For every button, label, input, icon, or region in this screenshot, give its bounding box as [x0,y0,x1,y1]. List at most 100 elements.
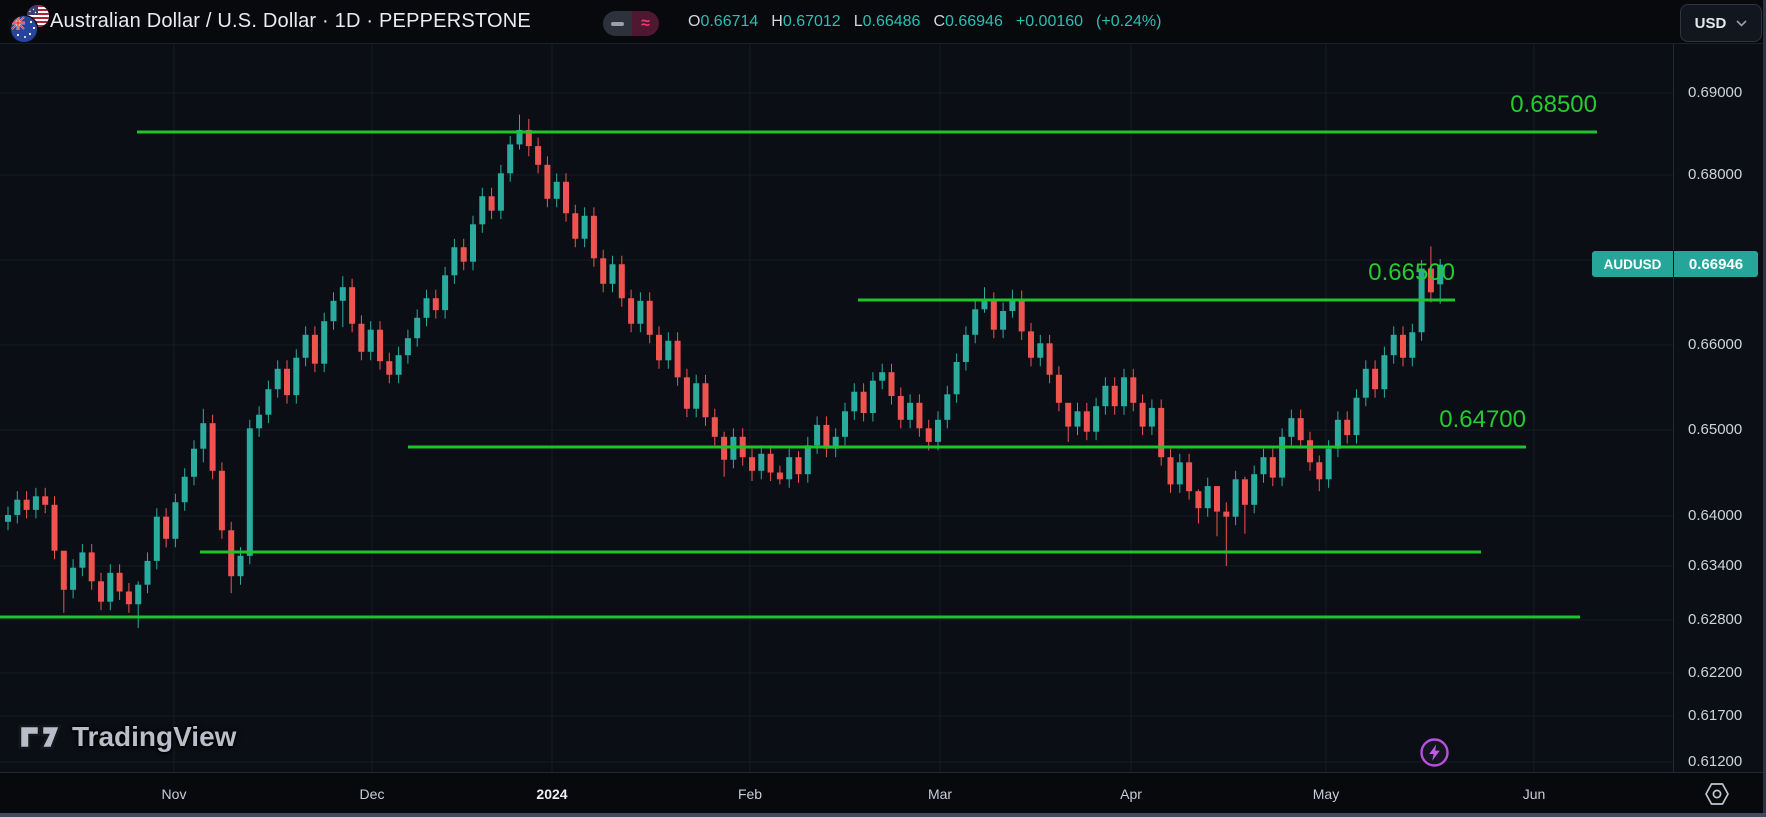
candle-body [656,334,662,361]
candle-body [218,470,225,531]
currency-dropdown[interactable]: USD [1680,4,1762,42]
candle-body [1204,486,1211,509]
candle-body [507,144,514,174]
candle-body [1130,377,1137,403]
candle-body [274,368,281,390]
candle-body [293,357,300,396]
close-label: C [933,12,946,30]
candle-body [553,181,560,199]
ohlc-row: O 0.66714 H 0.67012 L 0.66486 C 0.66946 +0.0… [688,0,1161,43]
candle-body [609,264,616,284]
candle-body [1400,334,1406,358]
price-tick-label: 0.68000 [1688,166,1743,183]
candle-body [1093,406,1100,432]
candle-body [1362,368,1369,398]
badge-symbol: AUDUSD [1592,251,1674,277]
candle-body [1390,334,1397,356]
candle-body [1427,268,1434,293]
candle-body [23,499,30,510]
chart-canvas[interactable] [0,0,1674,772]
candle-body [32,496,39,510]
time-tick-label: Mar [927,786,953,802]
candle-body [1316,462,1323,480]
candle-body [990,300,997,330]
candle-body [572,213,579,239]
symbol-title[interactable]: Australian Dollar / U.S. Dollar · 1D · P… [50,10,531,32]
high-label: H [771,12,783,30]
candle-body [600,258,607,284]
price-tick-label: 0.61200 [1688,753,1743,770]
candle-body [1269,457,1276,478]
candle-body [879,372,886,381]
candle-body [414,317,421,339]
tradingview-watermark[interactable]: TradingView [18,719,236,755]
candle-body [339,287,346,301]
candle-body [1158,407,1165,458]
candle-body [432,298,439,311]
time-tick-label: Feb [737,786,763,802]
candle-body [1409,332,1416,358]
candle-body [1372,368,1379,390]
candle-body [516,129,523,145]
candle-body [953,362,960,395]
time-tick-label: 2024 [536,786,568,802]
candle-body [1260,457,1267,475]
price-tick-label: 0.62200 [1688,664,1743,681]
candle-body [972,309,979,335]
candle-body [107,572,114,602]
candle-body [135,584,142,605]
last-price-badge: AUDUSD 0.66946 [1592,251,1758,277]
candle-body [330,300,337,322]
window-right-edge [1763,0,1766,813]
candle-body [1083,411,1090,432]
candle-body [311,334,318,364]
candle-body [70,567,77,590]
candle-body [823,424,830,449]
candle-body [897,396,904,420]
candle-body [1288,418,1295,437]
watermark-text: TradingView [72,721,237,752]
candle-body [860,391,867,413]
candle-body [125,591,132,605]
candle-body [981,300,988,310]
price-tick-label: 0.64000 [1688,507,1743,524]
marker-toggle[interactable]: ≈ [603,11,659,36]
candle-body [349,287,356,324]
lightning-button[interactable] [1419,737,1450,773]
low-label: L [853,12,863,30]
candle-body [497,173,504,211]
candle-body [451,247,458,276]
candle-body [925,428,932,442]
candle-body [786,457,793,480]
axis-settings-button[interactable] [1702,782,1732,811]
candle-body [674,340,681,378]
candle-body [98,581,104,602]
candle-body [1232,479,1239,517]
candle-body [1214,486,1220,512]
candle-body [42,496,49,505]
high-value: 0.67012 [782,12,841,30]
time-axis[interactable]: Nov Dec 2024 Feb Mar Apr May Jun [0,772,1766,814]
wave-toggle-icon: ≈ [632,11,659,36]
candle-body [442,275,449,311]
candle-body [842,411,848,437]
candle-body [256,414,263,429]
candle-body [888,372,895,396]
candle-body [144,560,151,585]
time-tick-label: Apr [1120,786,1142,802]
candle-body [14,499,21,515]
candle-body [1028,331,1034,358]
candle-body [1009,299,1016,311]
candle-body [358,323,365,352]
candle-body [1148,407,1155,427]
candle-body [1037,343,1044,358]
candle-body [646,300,653,335]
price-axis[interactable]: 0.690000.680000.670000.660000.650000.640… [1673,43,1766,772]
candle-body [1325,448,1332,480]
price-tick-label: 0.62800 [1688,611,1743,628]
candle-body [386,361,393,375]
candle-body [776,472,783,480]
candle-body [1018,299,1025,332]
candle-body [1000,311,1007,330]
candle-body [665,340,672,361]
